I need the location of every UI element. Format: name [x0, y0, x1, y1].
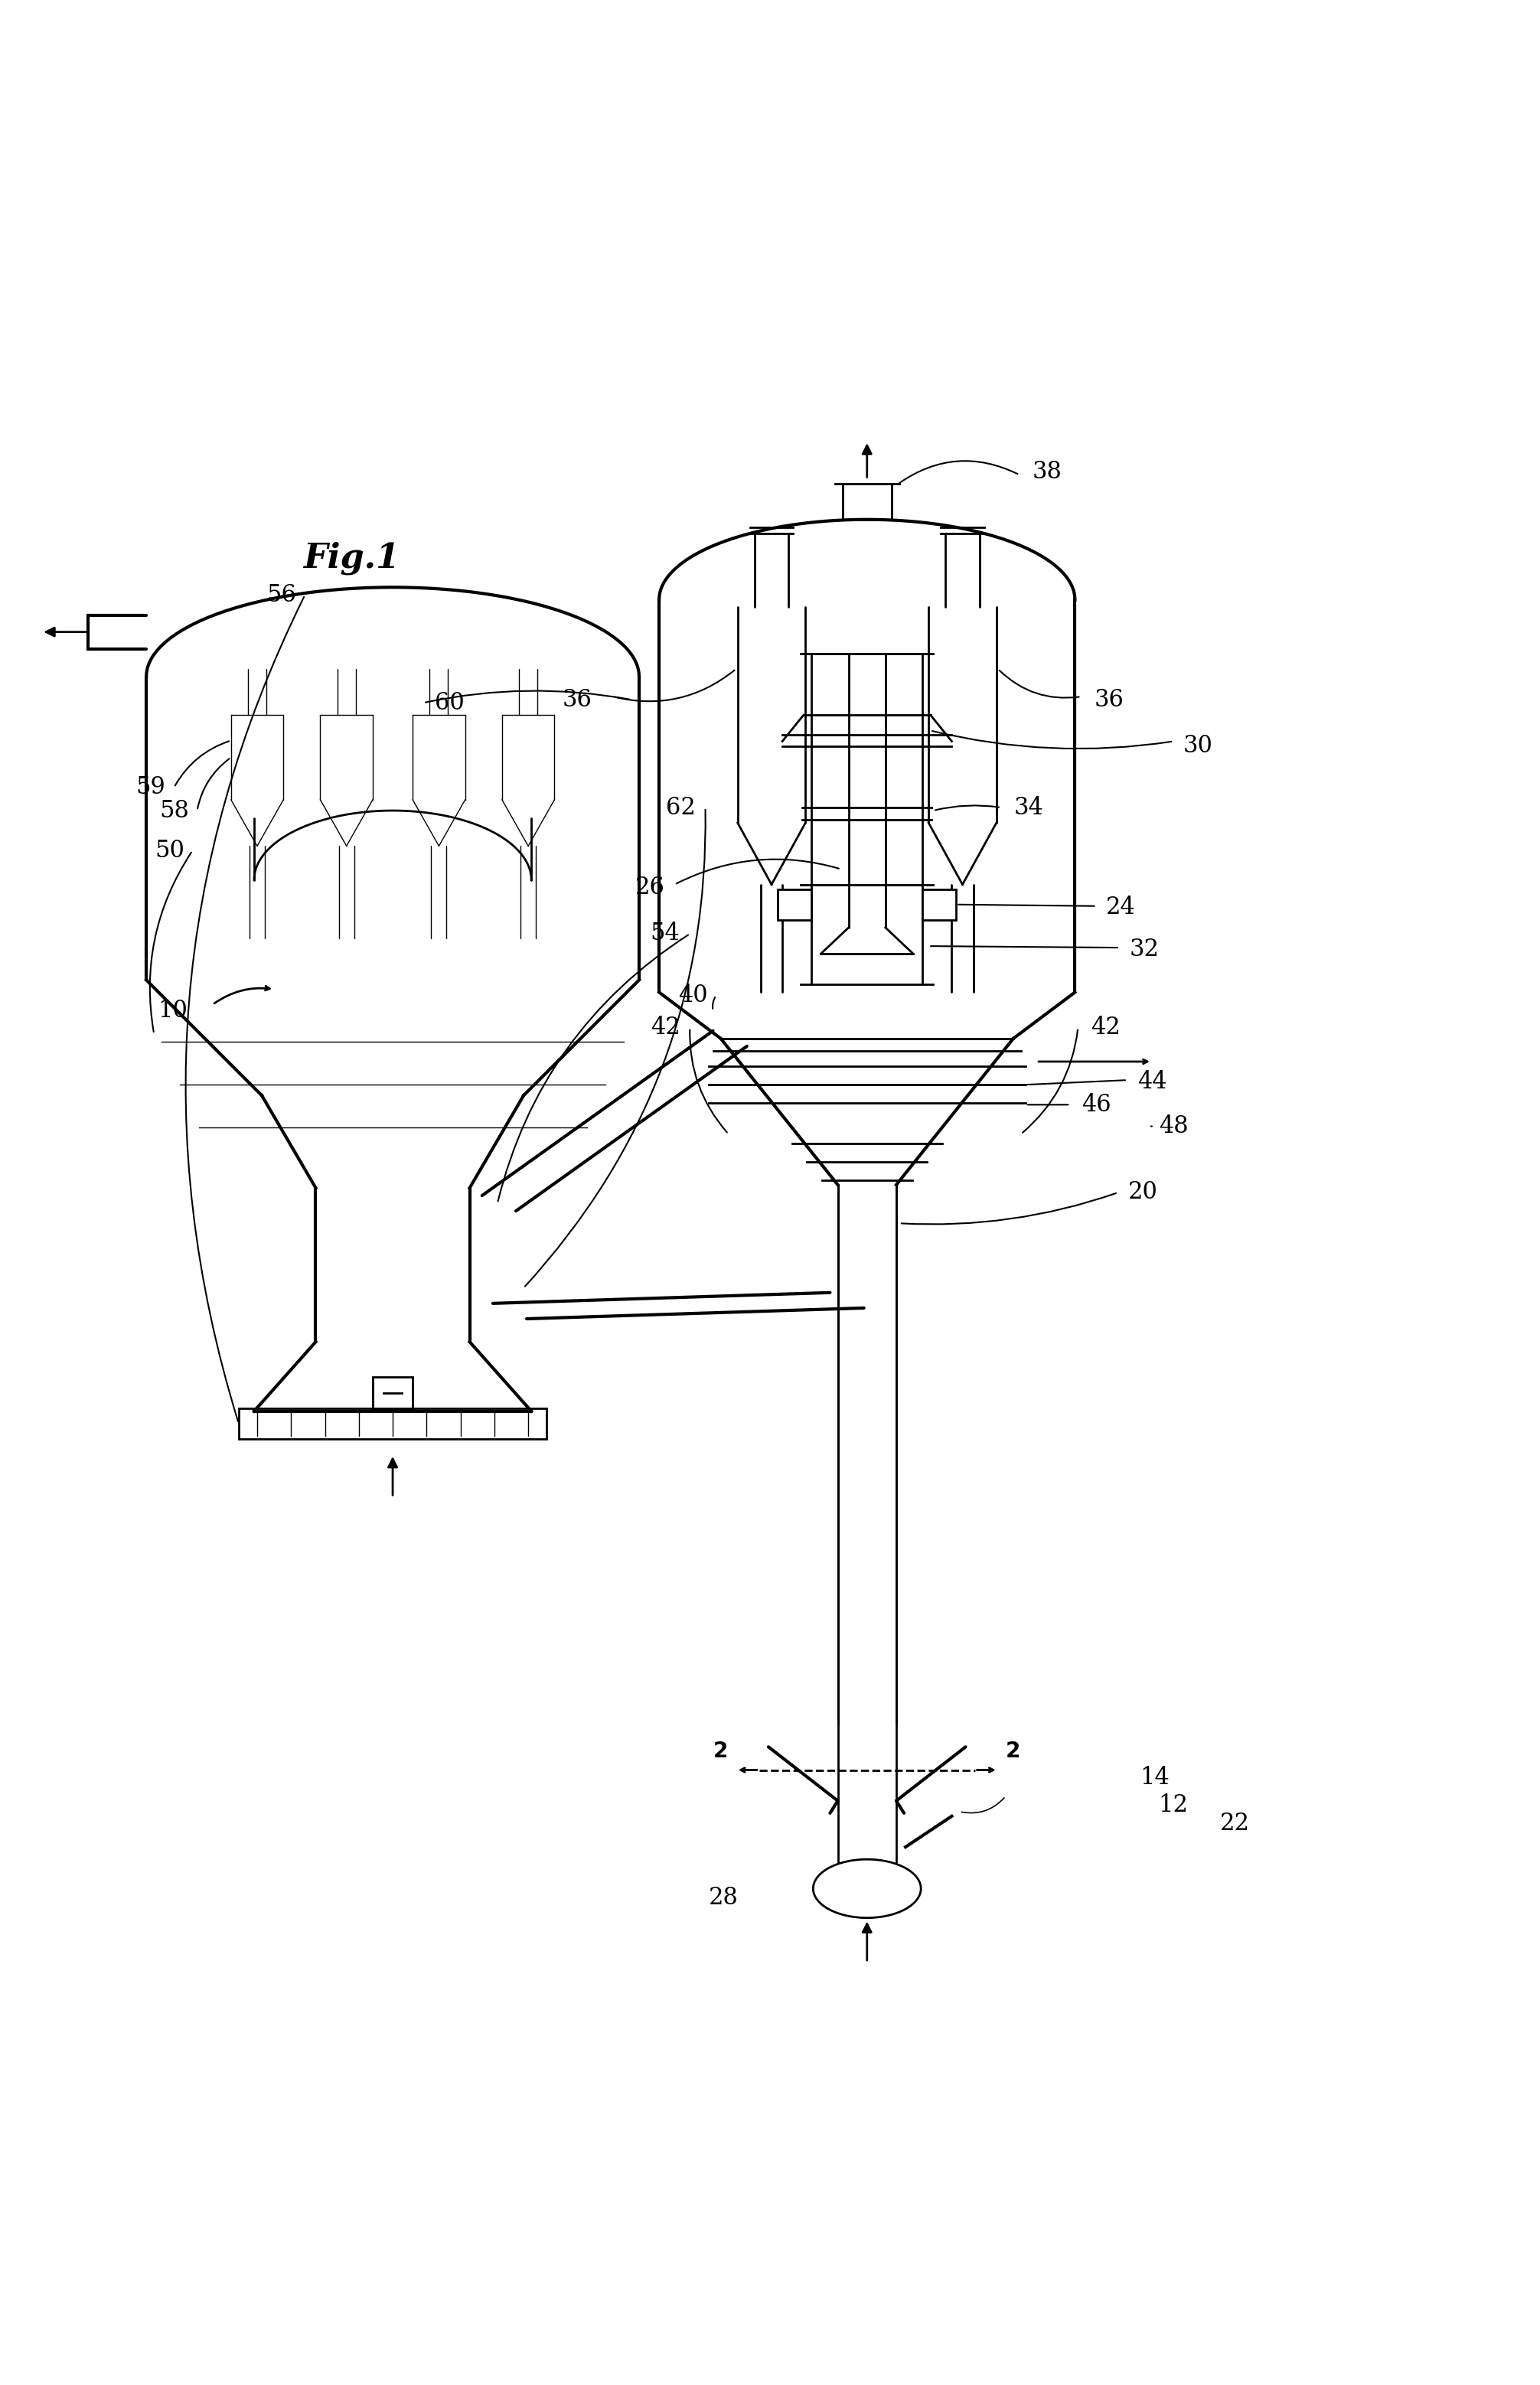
- Text: 38: 38: [1032, 460, 1063, 484]
- Text: 30: 30: [1183, 735, 1214, 758]
- Text: 20: 20: [1127, 1181, 1158, 1204]
- Text: 36: 36: [1093, 687, 1124, 711]
- Text: 46: 46: [1081, 1092, 1112, 1116]
- Text: 34: 34: [1013, 797, 1044, 820]
- Text: 40: 40: [678, 983, 708, 1006]
- Text: 24: 24: [1106, 897, 1137, 921]
- Ellipse shape: [813, 1860, 921, 1918]
- Text: 60: 60: [434, 692, 465, 716]
- Text: 26: 26: [634, 875, 665, 899]
- Text: 32: 32: [1129, 937, 1160, 961]
- Text: 50: 50: [154, 840, 185, 863]
- Bar: [922, 890, 956, 921]
- Text: 42: 42: [1090, 1016, 1121, 1040]
- Text: 2: 2: [713, 1741, 728, 1763]
- Text: 14: 14: [1140, 1765, 1170, 1789]
- Text: 62: 62: [665, 797, 696, 820]
- Text: 44: 44: [1137, 1071, 1167, 1092]
- Text: 54: 54: [650, 923, 681, 944]
- Text: 58: 58: [159, 799, 189, 823]
- Bar: [839, 1870, 895, 1908]
- Text: 10: 10: [157, 999, 188, 1023]
- Text: 28: 28: [708, 1887, 739, 1910]
- Text: 59: 59: [136, 775, 166, 799]
- Text: 12: 12: [1158, 1794, 1189, 1817]
- Text: 22: 22: [1220, 1813, 1250, 1836]
- Text: 56: 56: [266, 582, 297, 606]
- Bar: [778, 890, 812, 921]
- Text: 42: 42: [650, 1016, 681, 1040]
- Bar: [239, 1407, 547, 1438]
- Text: Fig.1: Fig.1: [303, 541, 399, 575]
- Text: 36: 36: [562, 687, 593, 711]
- Bar: [373, 1376, 413, 1407]
- Text: 48: 48: [1158, 1114, 1189, 1138]
- Text: 2: 2: [1006, 1741, 1021, 1763]
